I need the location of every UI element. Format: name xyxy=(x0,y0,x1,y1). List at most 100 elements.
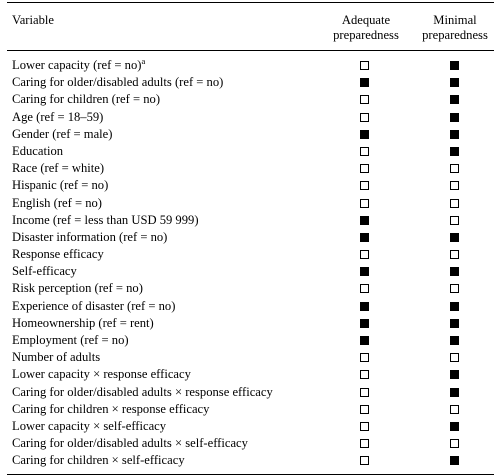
row-label: Caring for children (ref = no) xyxy=(12,91,160,108)
adequate-header-line1: Adequate xyxy=(341,13,391,27)
row-label-text: Caring for older/disabled adults (ref = … xyxy=(12,75,224,90)
filled-square-icon xyxy=(360,336,369,345)
empty-square-icon xyxy=(360,353,369,363)
filled-square-icon xyxy=(450,146,459,156)
filled-square-icon xyxy=(360,78,369,88)
empty-square-icon xyxy=(450,353,459,363)
row-label: Disaster information (ref = no) xyxy=(12,229,167,246)
row-label-text: English (ref = no) xyxy=(12,195,102,210)
table-header: Variable Adequate preparedness Minimal p… xyxy=(7,3,494,50)
row-label-text: Homeownership (ref = rent) xyxy=(12,315,154,330)
table-row: English (ref = no) xyxy=(7,195,494,212)
filled-square-icon xyxy=(360,232,369,242)
table-row: Employment (ref = no) xyxy=(7,332,494,349)
table-row: Experience of disaster (ref = no) xyxy=(7,298,494,315)
row-label-text: Caring for older/disabled adults × self-… xyxy=(12,436,248,451)
adequate-preparedness-column-header: Adequate preparedness xyxy=(326,13,406,43)
row-label: English (ref = no) xyxy=(12,195,102,212)
row-label: Lower capacity × self-efficacy xyxy=(12,418,166,435)
row-label-text: Hispanic (ref = no) xyxy=(12,178,109,193)
variable-column-header: Variable xyxy=(12,13,54,27)
row-label-text: Education xyxy=(12,143,64,158)
row-label-text: Income (ref = less than USD 59 999) xyxy=(12,212,199,227)
empty-square-icon xyxy=(360,112,369,122)
table-row: Number of adults xyxy=(7,349,494,366)
table-row: Risk perception (ref = no) xyxy=(7,280,494,297)
empty-square-icon xyxy=(450,284,459,294)
empty-square-icon xyxy=(360,284,369,294)
bottom-rule xyxy=(7,473,494,475)
row-label-text: Number of adults xyxy=(12,350,101,365)
empty-square-icon xyxy=(360,146,369,156)
empty-square-icon xyxy=(360,404,369,414)
footnote-marker: a xyxy=(141,56,146,66)
table-body: Lower capacity (ref = no)a Caring for old… xyxy=(7,51,494,474)
filled-square-icon xyxy=(450,78,459,88)
row-label: Experience of disaster (ref = no) xyxy=(12,298,175,315)
table-row: Disaster information (ref = no) xyxy=(7,229,494,246)
table-row: Homeownership (ref = rent) xyxy=(7,315,494,332)
row-label: Age (ref = 18–59) xyxy=(12,109,103,126)
empty-square-icon xyxy=(360,250,369,260)
empty-square-icon xyxy=(360,387,369,397)
row-label-text: Lower capacity × self-efficacy xyxy=(12,418,167,433)
filled-square-icon xyxy=(450,232,459,242)
row-label-text: Caring for older/disabled adults × respo… xyxy=(12,384,273,399)
filled-square-icon xyxy=(450,387,459,397)
row-label: Income (ref = less than USD 59 999) xyxy=(12,212,199,229)
row-label: Risk perception (ref = no) xyxy=(12,280,143,297)
filled-square-icon xyxy=(450,370,459,380)
table-row: Caring for older/disabled adults × self-… xyxy=(7,435,494,452)
row-label: Caring for older/disabled adults × self-… xyxy=(12,435,248,452)
row-label: Caring for older/disabled adults (ref = … xyxy=(12,74,223,91)
table-row: Caring for children (ref = no) xyxy=(7,91,494,108)
row-label: Lower capacity (ref = no)a xyxy=(12,57,145,74)
empty-square-icon xyxy=(360,456,369,466)
filled-square-icon xyxy=(450,267,459,277)
empty-square-icon xyxy=(360,61,369,70)
row-label-text: Caring for children × response efficacy xyxy=(12,401,210,416)
table-row: Lower capacity × self-efficacy xyxy=(7,418,494,435)
empty-square-icon xyxy=(450,198,459,208)
table-row: Caring for children × self-efficacy xyxy=(7,452,494,469)
row-label: Gender (ref = male) xyxy=(12,126,112,143)
minimal-header-line2: preparedness xyxy=(422,28,488,42)
filled-square-icon xyxy=(360,129,369,139)
row-label: Lower capacity × response efficacy xyxy=(12,366,191,383)
table-row: Hispanic (ref = no) xyxy=(7,177,494,194)
table-row: Education xyxy=(7,143,494,160)
row-label: Hispanic (ref = no) xyxy=(12,177,108,194)
empty-square-icon xyxy=(450,164,459,174)
row-label-text: Disaster information (ref = no) xyxy=(12,229,168,244)
table-row: Caring for children × response efficacy xyxy=(7,401,494,418)
filled-square-icon xyxy=(450,95,459,105)
row-label-text: Gender (ref = male) xyxy=(12,126,113,141)
empty-square-icon xyxy=(450,250,459,260)
table-row: Race (ref = white) xyxy=(7,160,494,177)
row-label: Race (ref = white) xyxy=(12,160,104,177)
row-label-text: Risk perception (ref = no) xyxy=(12,281,143,296)
filled-square-icon xyxy=(450,129,459,139)
filled-square-icon xyxy=(360,318,369,328)
minimal-preparedness-column-header: Minimal preparedness xyxy=(415,13,495,43)
row-label-text: Caring for children (ref = no) xyxy=(12,92,161,107)
empty-square-icon xyxy=(360,164,369,174)
row-label: Caring for older/disabled adults × respo… xyxy=(12,384,273,401)
table-row: Caring for older/disabled adults (ref = … xyxy=(7,74,494,91)
row-label-text: Age (ref = 18–59) xyxy=(12,109,104,124)
filled-square-icon xyxy=(450,336,459,345)
empty-square-icon xyxy=(360,95,369,105)
row-label-text: Experience of disaster (ref = no) xyxy=(12,298,176,313)
table-row: Lower capacity (ref = no)a xyxy=(7,57,494,74)
table-row: Response efficacy xyxy=(7,246,494,263)
empty-square-icon xyxy=(360,181,369,191)
empty-square-icon xyxy=(450,404,459,414)
table-row: Age (ref = 18–59) xyxy=(7,109,494,126)
row-label-text: Lower capacity (ref = no) xyxy=(12,58,142,72)
table-row: Income (ref = less than USD 59 999) xyxy=(7,212,494,229)
filled-square-icon xyxy=(450,318,459,328)
row-label: Education xyxy=(12,143,63,160)
row-label-text: Self-efficacy xyxy=(12,264,77,279)
empty-square-icon xyxy=(360,198,369,208)
empty-square-icon xyxy=(360,421,369,431)
